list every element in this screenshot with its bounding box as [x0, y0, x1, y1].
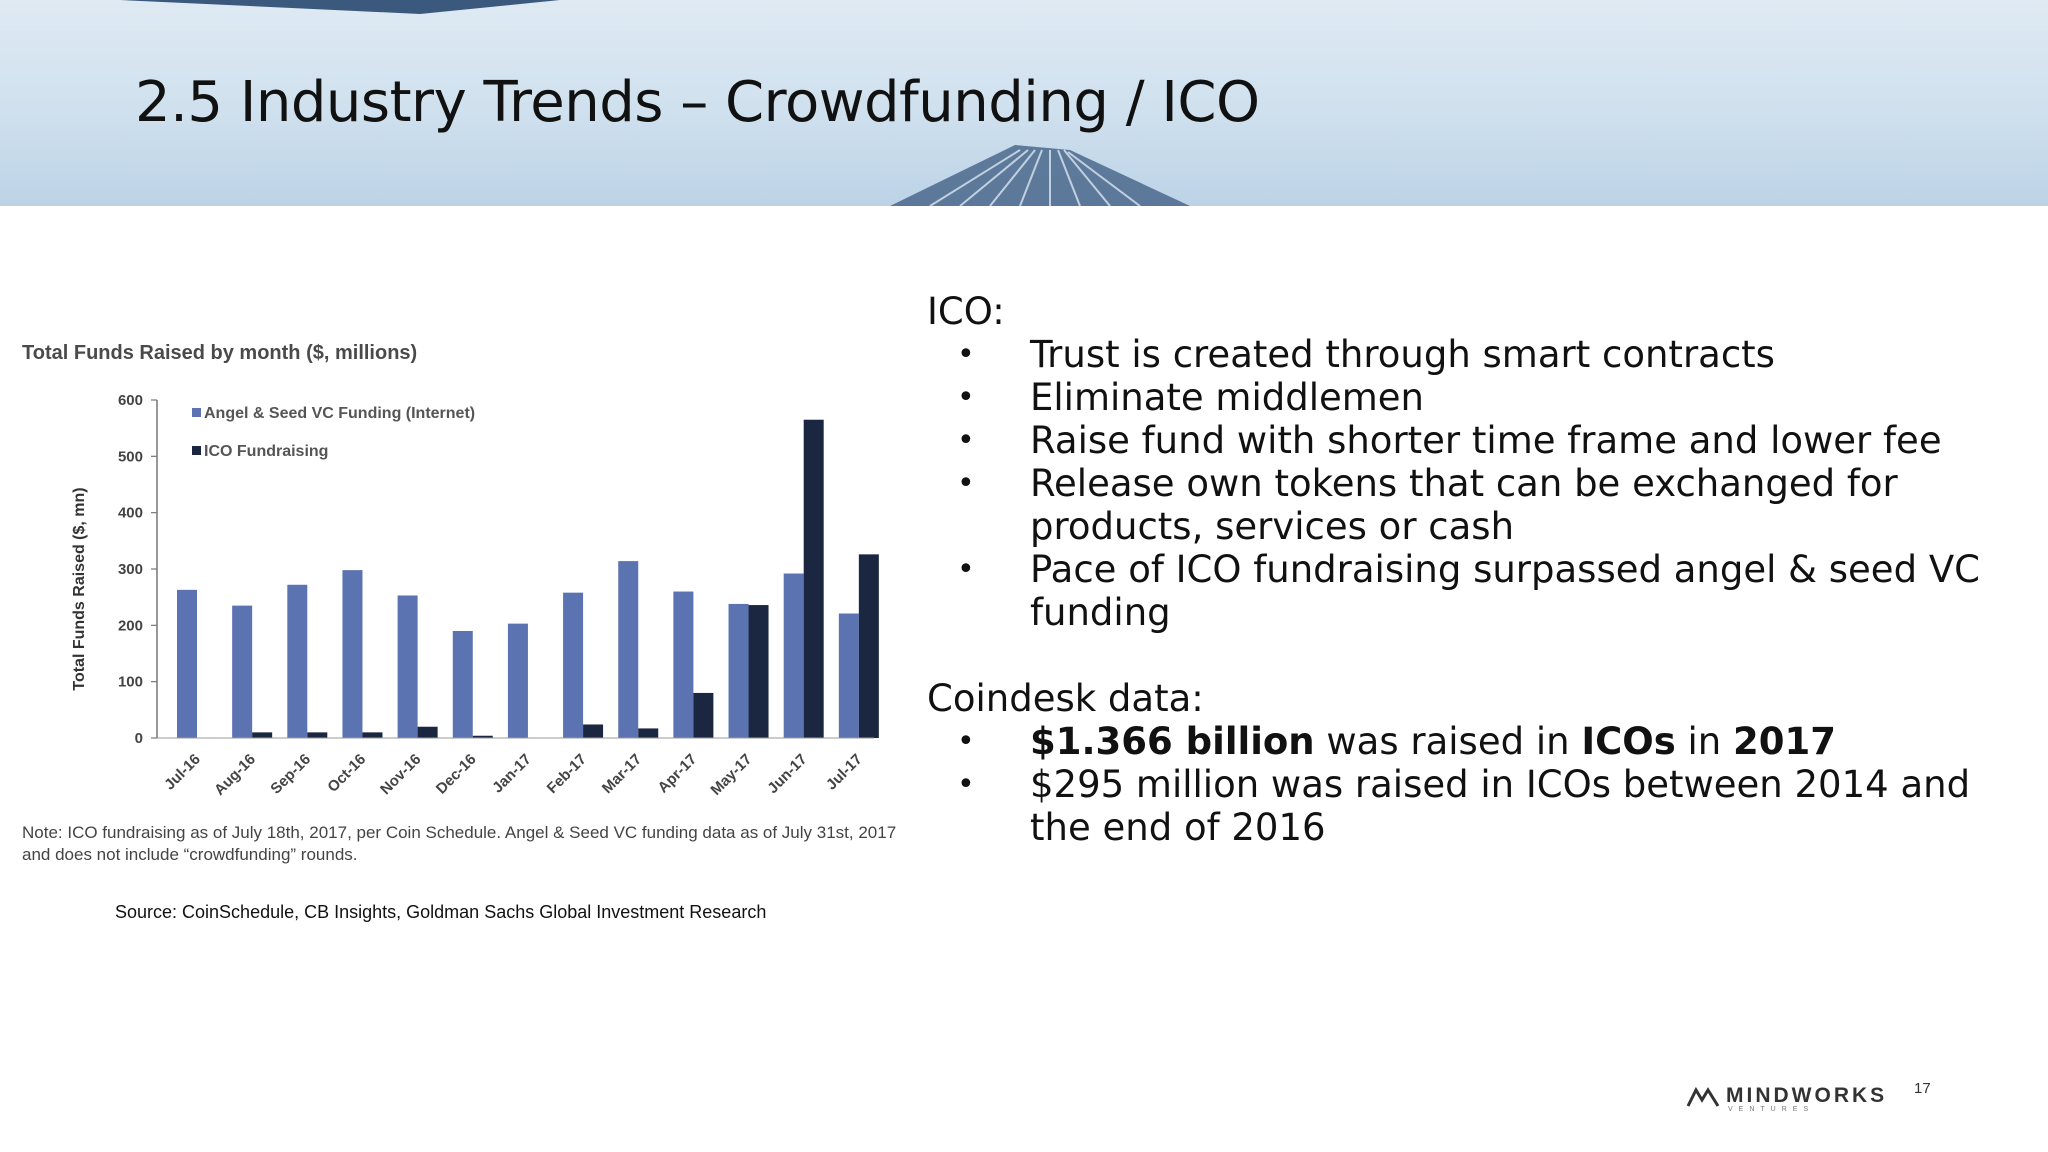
slide-title: 2.5 Industry Trends – Crowdfunding / ICO	[135, 70, 1260, 135]
x-tick-label: Jan-17	[489, 751, 535, 797]
x-tick-label: Jun-17	[764, 751, 810, 797]
coindesk-bullet-list: • $1.366 billion was raised in ICOs in 20…	[927, 720, 2037, 849]
mindworks-logo-icon	[1686, 1086, 1720, 1107]
list-item: • $295 million was raised in ICOs between…	[957, 763, 1971, 849]
x-tick-label: Dec-16	[433, 751, 480, 798]
bar-angel-seed-feb-17	[563, 592, 584, 738]
bar-angel-seed-oct-16	[342, 570, 363, 738]
x-tick-label: Oct-16	[324, 751, 369, 796]
bar-ico-may-17	[748, 605, 769, 738]
bar-ico-apr-17	[693, 692, 714, 738]
x-tick-label: Nov-16	[377, 751, 424, 798]
list-item: • Raise fund with shorter time frame and …	[957, 419, 1942, 462]
x-tick-label: Aug-16	[211, 751, 259, 799]
x-tick-label: Sep-16	[267, 751, 314, 798]
x-tick-label: Jul-17	[823, 751, 866, 794]
bullet-icon: •	[957, 552, 975, 587]
y-tick-label: 0	[135, 730, 143, 747]
list-item: • Pace of ICO fundraising surpassed angel…	[957, 548, 1980, 634]
y-tick-label: 400	[118, 505, 143, 522]
bar-ico-sep-16	[307, 732, 328, 738]
bar-ico-jun-17	[803, 419, 824, 738]
bullet-icon: •	[957, 724, 975, 759]
y-tick-label: 600	[118, 392, 143, 409]
bullet-icon: •	[957, 337, 975, 372]
skyscraper-background	[120, 0, 1190, 206]
logo-subtext: VENTURES	[1728, 1106, 1815, 1113]
bar-ico-oct-16	[362, 732, 383, 738]
chart-canvas: 0 100 200 300 400 500 600 Jul-16 Aug-16 Sep-16 Oc…	[71, 392, 879, 799]
bar-angel-seed-mar-17	[618, 561, 639, 738]
bar-ico-dec-16	[472, 735, 493, 738]
bullet-icon: •	[957, 767, 975, 802]
y-tick-label: 500	[118, 448, 143, 465]
bar-angel-seed-apr-17	[673, 591, 694, 738]
y-tick-label: 100	[118, 674, 143, 691]
bar-ico-mar-17	[638, 728, 659, 738]
legend-label: ICO Fundraising	[204, 443, 328, 460]
x-tick-label: Mar-17	[599, 751, 645, 797]
logo-wordmark: MINDWORKS	[1726, 1084, 1888, 1107]
legend-swatch	[192, 408, 201, 417]
bar-angel-seed-may-17	[728, 603, 749, 738]
source-citation: Source: CoinSchedule, CB Insights, Goldm…	[115, 902, 767, 922]
funds-raised-chart: Total Funds Raised by month ($, millions…	[14, 330, 914, 890]
bar-ico-aug-16	[252, 732, 273, 738]
bar-angel-seed-jun-17	[783, 573, 804, 738]
bar-angel-seed-dec-16	[452, 630, 473, 738]
bullet-icon: •	[957, 466, 975, 501]
bar-angel-seed-jul-16	[177, 589, 197, 738]
page-number: 17	[1914, 1080, 1931, 1097]
bullet-icon: •	[957, 423, 975, 458]
bar-angel-seed-sep-16	[287, 584, 308, 738]
bullet-icon: •	[957, 380, 975, 415]
list-item: • Eliminate middlemen	[957, 376, 1425, 419]
chart-note: Note: ICO fundraising as of July 18th, 2…	[22, 823, 897, 864]
ico-section-label: ICO:	[927, 290, 1005, 333]
bar-ico-jul-17	[858, 554, 879, 738]
coindesk-section-label: Coindesk data:	[927, 677, 1204, 720]
ico-bullet-list: • Trust is created through smart contract…	[927, 333, 2037, 634]
legend-label: Angel & Seed VC Funding (Internet)	[204, 405, 475, 422]
bar-ico-feb-17	[583, 724, 604, 738]
y-tick-label: 300	[118, 561, 143, 578]
bar-ico-nov-16	[417, 726, 438, 738]
bar-angel-seed-jul-17	[838, 613, 859, 738]
x-tick-label: Jul-16	[161, 751, 204, 794]
legend-swatch	[192, 446, 201, 455]
bar-angel-seed-aug-16	[232, 605, 253, 738]
y-axis-label: Total Funds Raised ($, mn)	[71, 487, 88, 690]
mindworks-logo: MINDWORKS VENTURES	[1686, 1084, 1888, 1113]
list-item: • $1.366 billion was raised in ICOs in 20…	[957, 720, 1836, 763]
header-banner: 2.5 Industry Trends – Crowdfunding / ICO	[0, 0, 2048, 206]
x-tick-label: Feb-17	[544, 751, 590, 797]
chart-title: Total Funds Raised by month ($, millions…	[22, 342, 418, 364]
list-item: • Release own tokens that can be exchange…	[957, 462, 1898, 548]
list-item: • Trust is created through smart contract…	[957, 333, 1775, 376]
y-tick-label: 200	[118, 617, 143, 634]
bar-angel-seed-nov-16	[397, 595, 418, 738]
x-tick-label: Apr-17	[655, 751, 701, 797]
bar-angel-seed-jan-17	[507, 623, 528, 738]
content-text: ICO: • Trust is created through smart con…	[927, 290, 2037, 849]
x-tick-label: May-17	[707, 751, 755, 799]
